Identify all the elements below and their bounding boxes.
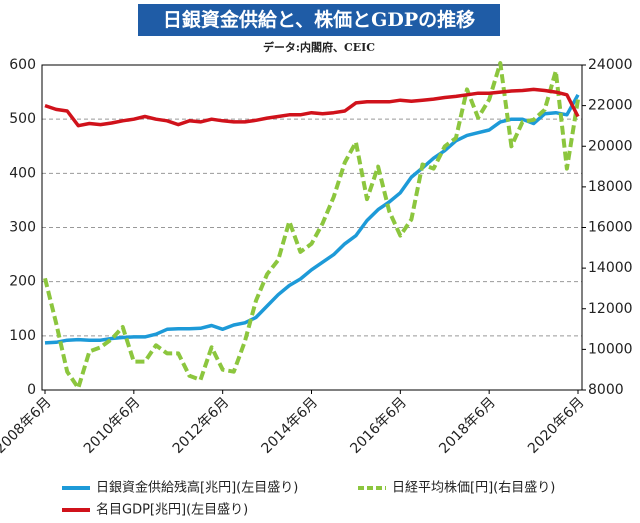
series-line (44, 87, 580, 128)
y2-tick-label: 22000 (588, 98, 633, 114)
legend-label: 名目GDP[兆円](左目盛り) (96, 502, 248, 518)
y-tick-label: 300 (9, 220, 36, 236)
y2-tick-label: 18000 (588, 179, 633, 195)
title-box (138, 4, 500, 36)
x-tick-label: 2014年6月 (259, 394, 322, 457)
y2-tick-label: 10000 (588, 341, 633, 357)
chart-title: 日銀資金供給と、株価とGDPの推移 (163, 8, 475, 31)
y2-tick-label: 16000 (588, 220, 633, 236)
y2-tick-label: 8000 (588, 382, 624, 398)
x-tick-label: 2012年6月 (170, 394, 233, 457)
y-tick-label: 400 (9, 165, 36, 181)
x-tick-label: 2010年6月 (81, 394, 144, 457)
y2-tick-label: 12000 (588, 301, 633, 317)
legend-label: 日銀資金供給残高[兆円](左目盛り) (96, 480, 298, 496)
y-tick-label: 0 (27, 382, 36, 398)
x-tick-label: 2018年6月 (436, 394, 499, 457)
y2-tick-label: 20000 (588, 138, 633, 154)
x-tick-label: 2020年6月 (525, 394, 588, 457)
legend-label: 日経平均株価[円](右目盛り) (392, 481, 555, 496)
series-line (44, 93, 580, 345)
y-tick-label: 500 (9, 111, 36, 127)
y2-tick-label: 24000 (588, 57, 633, 73)
y-tick-label: 200 (9, 274, 36, 290)
y-tick-label: 600 (9, 57, 36, 73)
x-tick-label: 2016年6月 (347, 394, 410, 457)
x-tick-label: 2008年6月 (0, 394, 55, 457)
chart-subtitle: データ:内閣府、CEIC (263, 40, 375, 54)
series-line (43, 61, 580, 390)
y-tick-label: 100 (9, 328, 36, 344)
y2-tick-label: 14000 (588, 260, 633, 276)
